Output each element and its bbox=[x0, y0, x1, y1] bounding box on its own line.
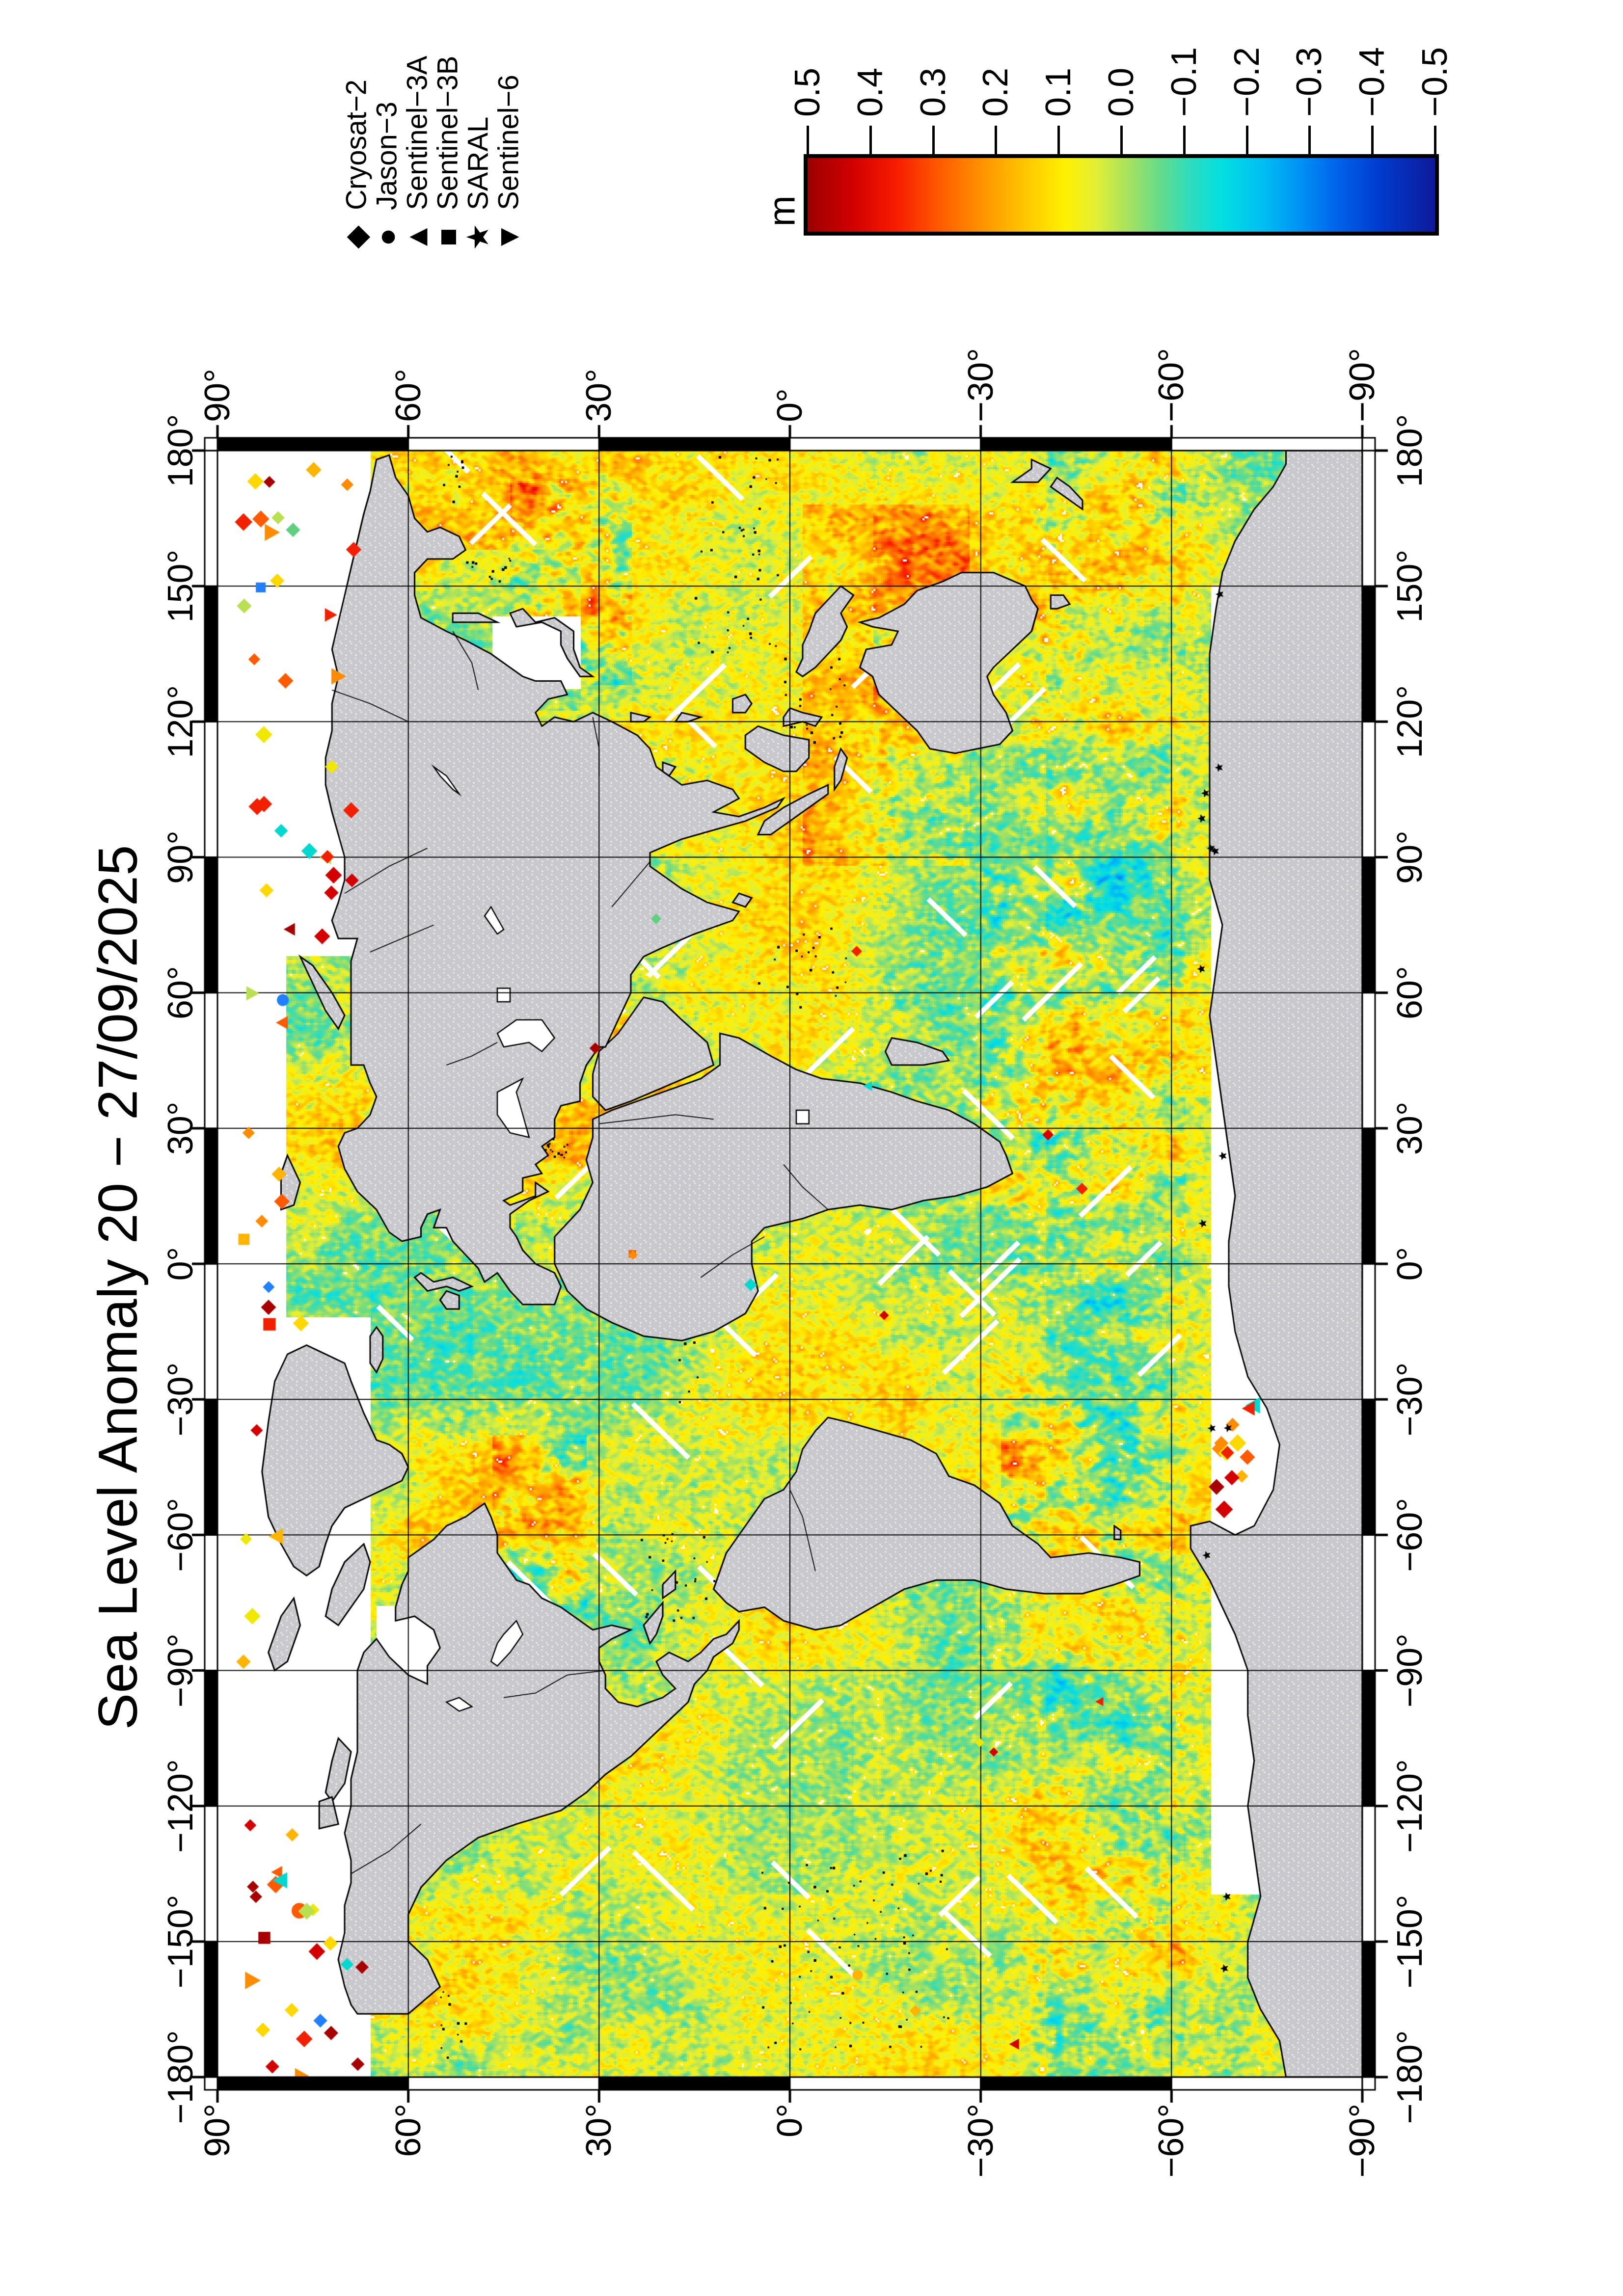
lon-label-bottom--180: −180° bbox=[1390, 2030, 1430, 2124]
colorbar-tick bbox=[932, 126, 935, 158]
circle-icon: ● bbox=[370, 228, 404, 246]
lat-label-left--30: −30° bbox=[961, 2104, 1001, 2178]
colorbar-tick-label: −0.1 bbox=[1164, 47, 1204, 117]
colorbar-tick-label: −0.5 bbox=[1415, 47, 1455, 117]
lon-label-top--150: −150° bbox=[161, 1895, 200, 1989]
figure-title: Sea Level Anomaly 20 − 27/09/2025 bbox=[87, 845, 149, 1730]
diamond-icon: ◆ bbox=[339, 225, 373, 249]
legend-label: Sentinel−3A bbox=[401, 55, 433, 210]
legend-row-Sentinel−3B: ■ Sentinel−3B bbox=[431, 55, 464, 264]
colorbar-tick bbox=[1245, 126, 1248, 158]
legend-row-Jason−3: ● Jason−3 bbox=[370, 102, 404, 264]
lat-label-right-0: 0° bbox=[770, 388, 810, 422]
legend-label: Sentinel−6 bbox=[492, 75, 525, 210]
lat-label-right--30: −30° bbox=[961, 348, 1001, 422]
colorbar-tick bbox=[1308, 126, 1311, 158]
colorbar-tick-label: 0.3 bbox=[913, 67, 953, 117]
lat-label-left-60: 60° bbox=[388, 2104, 428, 2157]
colorbar-tick-label: −0.2 bbox=[1227, 47, 1267, 117]
lon-label-bottom--150: −150° bbox=[1390, 1895, 1430, 1989]
colorbar-unit-label: m bbox=[761, 195, 803, 227]
colorbar-tick bbox=[869, 126, 872, 158]
lon-label-top--180: −180° bbox=[161, 2030, 200, 2124]
lat-label-right-60: 60° bbox=[388, 369, 428, 422]
colorbar-tick bbox=[1057, 126, 1060, 158]
lat-label-right--90: −90° bbox=[1343, 348, 1382, 422]
lat-label-left-0: 0° bbox=[770, 2104, 810, 2137]
colorbar-tick bbox=[1183, 126, 1186, 158]
lon-label-bottom-30: 30° bbox=[1390, 1101, 1430, 1155]
triangle-down-icon: ▼ bbox=[491, 222, 525, 252]
lon-label-top-30: 30° bbox=[161, 1101, 200, 1155]
lon-label-bottom--30: −30° bbox=[1390, 1362, 1430, 1437]
colorbar-tick bbox=[1371, 126, 1374, 158]
lon-label-top-180: 180° bbox=[161, 414, 200, 487]
square-icon: ■ bbox=[431, 228, 464, 246]
lon-label-top-150: 150° bbox=[161, 549, 200, 623]
legend-label: Jason−3 bbox=[371, 102, 403, 210]
lon-label-bottom-90: 90° bbox=[1390, 830, 1430, 884]
star-icon: ★ bbox=[461, 223, 495, 251]
colorbar-tick-label: −0.4 bbox=[1352, 47, 1392, 117]
legend-label: SARAL bbox=[462, 116, 494, 210]
legend-label: Cryosat−2 bbox=[340, 80, 373, 210]
lon-label-bottom-120: 120° bbox=[1390, 685, 1430, 758]
colorbar-tick-label: 0.5 bbox=[788, 67, 827, 117]
lon-label-bottom--90: −90° bbox=[1390, 1633, 1430, 1708]
lat-label-left-30: 30° bbox=[579, 2104, 619, 2157]
legend-row-SARAL: ★ SARAL bbox=[461, 116, 495, 264]
lon-label-bottom--120: −120° bbox=[1390, 1759, 1430, 1853]
lon-label-top-90: 90° bbox=[161, 830, 200, 884]
legend-row-Sentinel−6: ▼ Sentinel−6 bbox=[491, 75, 525, 264]
legend-label: Sentinel−3B bbox=[432, 55, 464, 210]
lon-label-top--90: −90° bbox=[161, 1633, 200, 1708]
lon-label-bottom-150: 150° bbox=[1390, 549, 1430, 623]
lon-label-bottom-0: 0° bbox=[1390, 1247, 1430, 1281]
colorbar-gradient bbox=[804, 154, 1439, 236]
lon-label-top--120: −120° bbox=[161, 1759, 200, 1853]
lon-label-top-0: 0° bbox=[161, 1247, 200, 1281]
lat-label-left--90: −90° bbox=[1343, 2104, 1382, 2178]
colorbar-tick-label: 0.4 bbox=[850, 67, 890, 117]
lon-label-top--60: −60° bbox=[161, 1497, 200, 1572]
lat-label-right-30: 30° bbox=[579, 369, 619, 422]
triangle-up-icon: ▲ bbox=[400, 222, 434, 252]
lon-label-bottom-180: 180° bbox=[1390, 414, 1430, 487]
lon-label-top-60: 60° bbox=[161, 966, 200, 1020]
colorbar-tick bbox=[807, 126, 809, 158]
colorbar-tick bbox=[1120, 126, 1123, 158]
colorbar-tick-label: 0.1 bbox=[1039, 67, 1079, 117]
lon-label-top-120: 120° bbox=[161, 685, 200, 758]
lat-label-left--60: −60° bbox=[1152, 2104, 1191, 2178]
lat-label-right-90: 90° bbox=[198, 369, 237, 422]
colorbar-tick-label: −0.3 bbox=[1290, 47, 1329, 117]
colorbar-tick-label: 0.2 bbox=[976, 67, 1016, 117]
lon-label-top--30: −30° bbox=[161, 1362, 200, 1437]
colorbar-tick bbox=[995, 126, 998, 158]
colorbar-tick bbox=[1434, 126, 1436, 158]
lat-label-right--60: −60° bbox=[1152, 348, 1191, 422]
lon-label-bottom-60: 60° bbox=[1390, 966, 1430, 1020]
colorbar-tick-label: 0.0 bbox=[1102, 67, 1141, 117]
lon-label-bottom--60: −60° bbox=[1390, 1497, 1430, 1572]
legend-row-Cryosat−2: ◆ Cryosat−2 bbox=[339, 80, 373, 264]
lat-label-left-90: 90° bbox=[198, 2104, 237, 2157]
legend-row-Sentinel−3A: ▲ Sentinel−3A bbox=[400, 55, 434, 264]
